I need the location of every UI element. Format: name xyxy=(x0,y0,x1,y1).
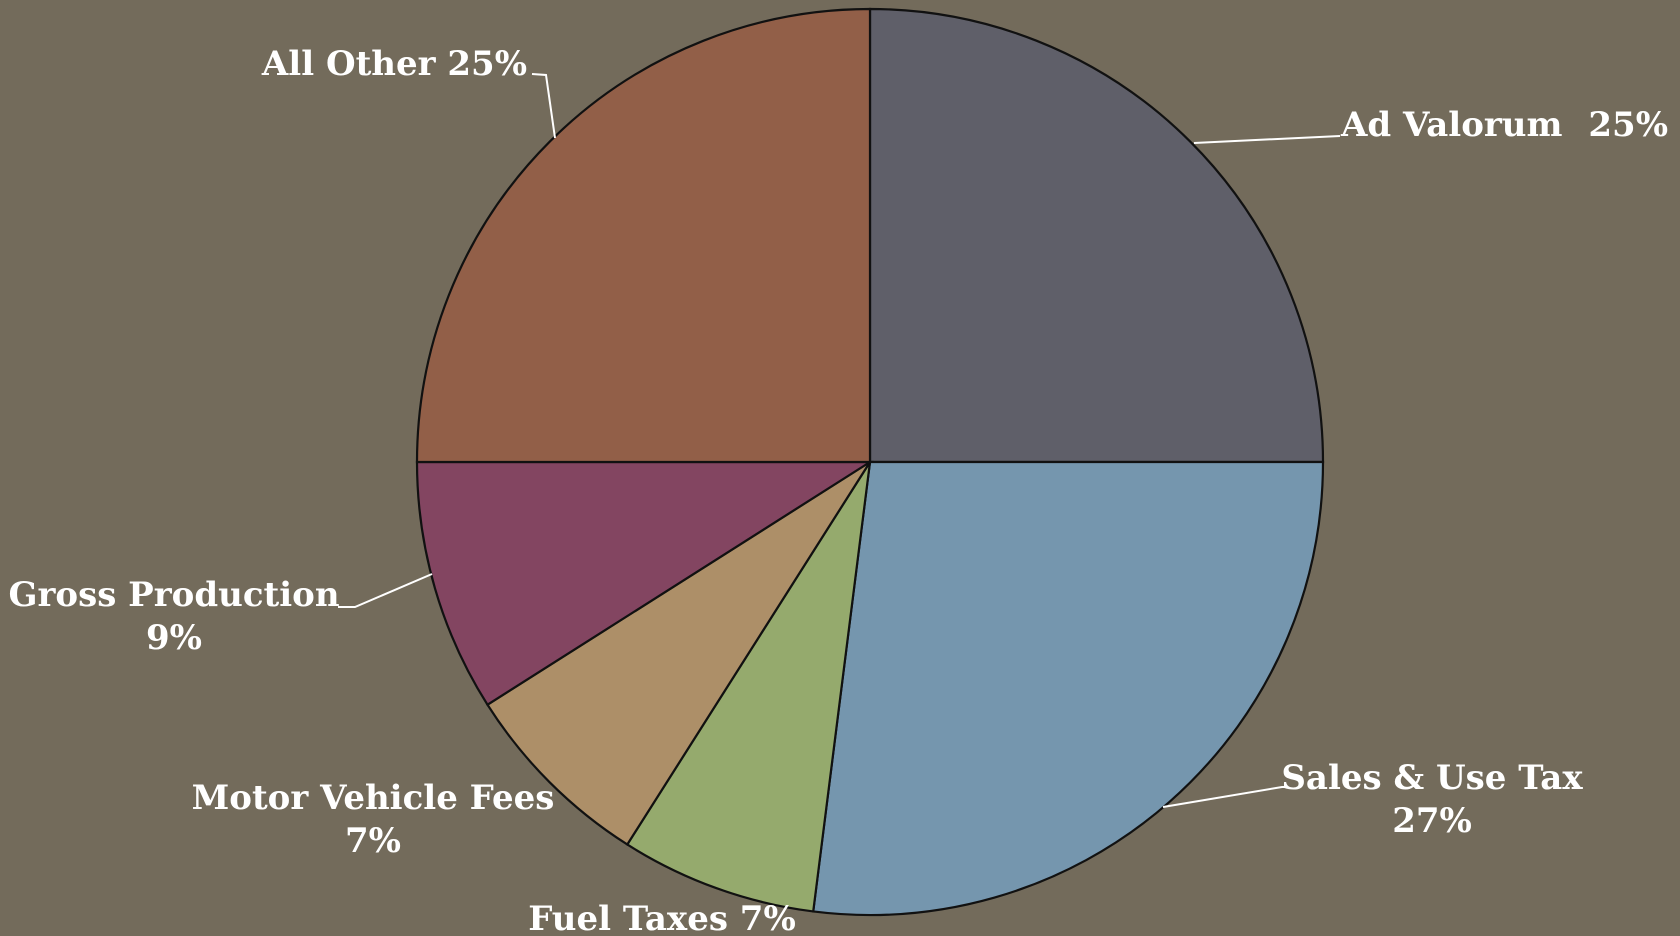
pie-slice-motor-vehicle-fees xyxy=(486,461,871,846)
pie-slices xyxy=(415,7,1325,917)
leader-line-sales-and-use-tax xyxy=(1162,786,1287,808)
leader-line-all-other xyxy=(531,73,556,139)
slice-label-ad-valorum: Ad Valorum xyxy=(1340,105,1563,145)
pie-slice-fuel-taxes xyxy=(625,461,872,913)
slice-label-ad-valorum-1: 25% xyxy=(1588,105,1668,145)
slice-label-motor-vehicle-fees: Motor Vehicle Fees xyxy=(192,778,555,818)
pie-slice-all-other xyxy=(415,7,872,464)
slice-label-gross-production: Gross Production xyxy=(8,575,339,615)
pie-leader-lines xyxy=(338,73,1341,808)
pie-slice-gross-production xyxy=(415,460,874,707)
slice-label-gross-production-1: 9% xyxy=(146,618,202,658)
slice-label-sales-and-use-tax: Sales & Use Tax xyxy=(1281,758,1583,798)
pie-slice-sales-and-use-tax xyxy=(811,460,1325,917)
pie-slice-ad-valorum xyxy=(868,7,1325,464)
leader-line-ad-valorum xyxy=(1193,135,1341,144)
slice-label-all-other: All Other 25% xyxy=(261,44,527,84)
leader-line-gross-production xyxy=(338,573,433,608)
slice-label-fuel-taxes: Fuel Taxes 7% xyxy=(528,899,796,936)
slice-label-sales-and-use-tax-1: 27% xyxy=(1392,801,1472,841)
slice-label-motor-vehicle-fees-1: 7% xyxy=(345,821,401,861)
